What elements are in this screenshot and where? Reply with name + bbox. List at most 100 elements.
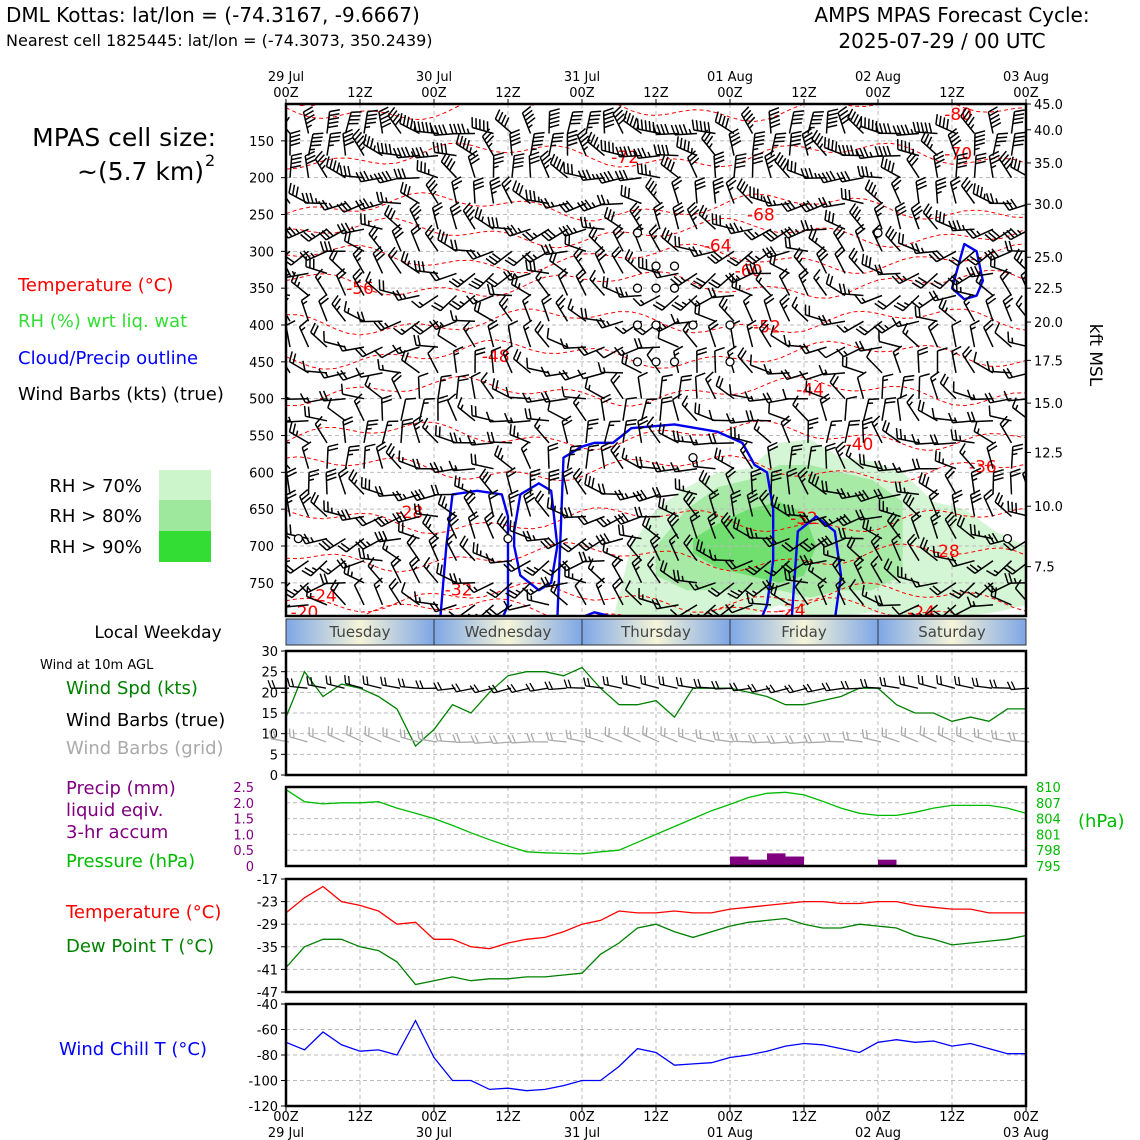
wind-barb [375,441,387,469]
wind-barb [818,196,846,208]
wind-barb [938,297,957,322]
panel-frame [284,877,1028,994]
calm-wind-marker [503,533,513,544]
wind-barb [715,375,735,400]
pressure-tick-label: 795 [1036,860,1061,875]
wind-barb [319,573,346,585]
wind-barb-10m [747,683,771,693]
wind-barb [561,386,587,400]
weekday-cell [729,618,879,646]
wind-barb [935,177,947,204]
panel-frame [284,649,1028,777]
wind-barb [343,300,365,322]
wind-barb [429,319,457,331]
panel-frame [284,785,1028,868]
wind-barb [343,562,365,584]
y-tick-label: -23 [257,896,278,911]
wind-barb [310,491,328,518]
wind-barb [676,136,698,157]
wind-barb [363,443,376,469]
y-tick-label: 10 [261,728,278,743]
wind-barb-10m [956,726,974,743]
wind-barb [400,250,420,275]
wind-barb [845,445,864,470]
wind-barb [421,417,439,444]
wind-barb [781,537,809,552]
wind-barb [837,144,864,157]
wind-barb [449,573,476,585]
wind-barb [636,118,661,135]
wind-barb [491,378,513,400]
wind-barb [429,461,457,474]
wind-barb-10m [678,727,697,743]
wind-barb-10m [525,682,549,692]
wind-barb [948,220,975,232]
wind-barb [800,167,827,180]
wind-barb [774,151,791,179]
wind-barb [794,578,809,606]
wind-barb [302,360,328,374]
wind-barb [318,199,346,211]
wind-panel: 0 5 10 15 20 25 30 [261,645,1030,784]
wind-barb-10m [308,727,327,743]
wind-barb-10m [729,682,752,692]
wind-barb-10m [784,684,808,694]
wind-barb [391,223,404,252]
wind-barb [603,206,624,230]
wind-barb [314,150,328,179]
wind-barb [632,294,661,307]
wind-barb [286,416,309,423]
wind-barb [652,123,679,136]
wind-barb-10m [434,732,456,743]
series-line [285,917,1027,986]
wind-barb [436,562,457,584]
wind-barb [746,489,759,517]
wind-barb [547,400,568,422]
wind-barb-10m [565,729,586,743]
wind-barb [653,201,665,230]
time-tick-hour: 00Z [421,86,447,101]
wind-barb [323,331,346,348]
wind-barb [549,153,568,179]
wind-barb [1010,109,1025,134]
wind-barb-10m [415,680,438,690]
cell-size-line1: MPAS cell size: [32,123,216,152]
wind-barb [984,228,1012,242]
height-tick-label: 15.0 [1034,397,1063,412]
wind-barb [595,577,606,606]
wind-barb [373,515,402,528]
wind-barb [410,223,422,252]
y-tick-label: 30 [261,645,278,660]
wind-barb [973,130,986,156]
wind-barb [595,346,624,359]
wind-barb-10m [380,676,401,689]
wind-barb [992,468,1004,495]
wind-barb [381,538,402,562]
temperature-contour [286,375,1026,407]
wind-barb [412,458,439,470]
wind-barb [489,176,502,204]
wind-barb [286,364,291,374]
y-tick-label: -41 [257,963,278,978]
wind-barb [707,250,735,265]
temperature-contour [286,455,1026,483]
temperature-contour [286,420,1026,452]
wind-barb [911,272,939,289]
calm-wind-marker [688,320,698,330]
wind-barb [521,293,532,322]
pressure-tick-label: 150 [249,135,274,150]
wind-barb [906,533,920,562]
wind-barb [780,199,809,213]
plot-area: -80-80-72 -70-68-64-60-56-52-48-44-40-36-… [286,104,1026,616]
wind-barb [600,441,612,469]
wind-barb [392,146,420,159]
wind-barb [373,170,402,184]
wind-barb [392,344,420,355]
bottom-time-hour: 12Z [939,1110,965,1125]
wind-barb [400,417,413,443]
wind-barb [492,152,504,178]
wind-barb [671,294,698,311]
wind-barb [612,577,624,606]
wind-barb [422,513,439,540]
